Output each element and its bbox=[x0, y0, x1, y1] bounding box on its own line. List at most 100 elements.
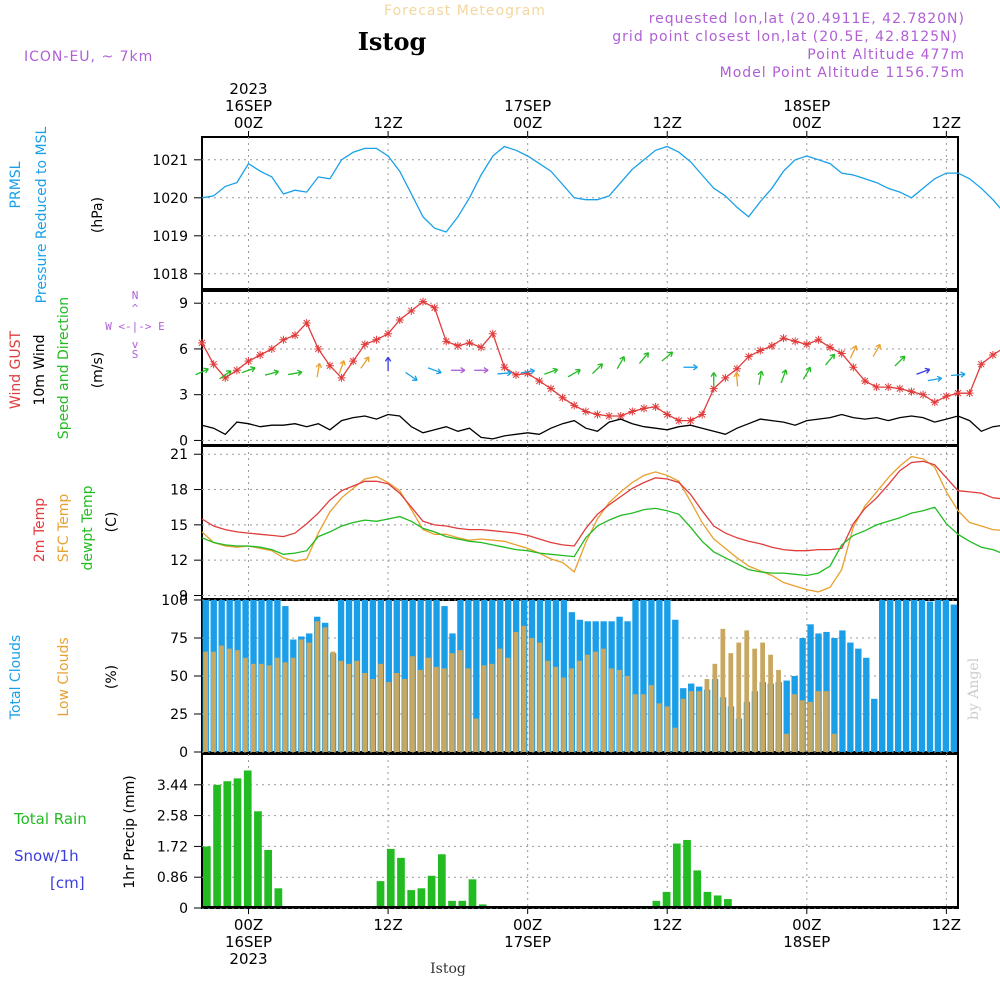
low-cloud-bar bbox=[505, 657, 511, 752]
low-cloud-bar bbox=[457, 650, 463, 752]
total-cloud-bar bbox=[640, 600, 647, 752]
wind-gust-marker bbox=[267, 344, 276, 353]
wind-gust-marker bbox=[744, 352, 753, 361]
wind-gust-marker bbox=[232, 366, 241, 375]
cloud-labels: Total Clouds Low Clouds (%) bbox=[8, 635, 120, 720]
rain-bar bbox=[468, 879, 477, 908]
rain-bar bbox=[652, 900, 661, 908]
temp-sfc-label: SFC Temp bbox=[56, 494, 72, 563]
temp-frame bbox=[201, 445, 959, 600]
wind-arrow-head bbox=[436, 368, 442, 375]
total-cloud-bar bbox=[942, 600, 950, 752]
point-altitude: Point Altitude 477m bbox=[807, 47, 965, 63]
snow-label: Snow/1h bbox=[14, 847, 79, 865]
bottom-time-label: 12Z bbox=[932, 916, 961, 934]
wind-gust-marker bbox=[395, 315, 404, 324]
wind-arrow-head bbox=[875, 343, 881, 350]
total-cloud-bar bbox=[831, 638, 838, 752]
wind-direction-arrow bbox=[638, 352, 649, 364]
wind-arrow-head bbox=[936, 375, 943, 383]
rain-bar bbox=[458, 900, 467, 908]
rain-bar bbox=[417, 888, 426, 908]
wind-gust-marker bbox=[942, 392, 951, 401]
wind-direction-arrow bbox=[195, 368, 209, 376]
wind-gust-marker bbox=[605, 412, 614, 421]
low-cloud-bar bbox=[632, 694, 638, 752]
wind-direction-arrow bbox=[825, 353, 836, 366]
low-cloud-bar bbox=[800, 700, 805, 752]
low-cloud-bar bbox=[664, 706, 670, 752]
low-cloud-bar bbox=[553, 666, 559, 752]
wind-gust-marker bbox=[826, 343, 835, 352]
wind-gust-marker bbox=[674, 416, 683, 425]
low-cloud-bar bbox=[808, 701, 813, 752]
total-cloud-bar bbox=[632, 600, 639, 752]
wind-arrow-head bbox=[203, 367, 209, 374]
temp-unit-label: (C) bbox=[104, 512, 120, 533]
wind-direction-arrow bbox=[849, 345, 857, 359]
total-cloud-bar bbox=[886, 600, 894, 752]
low-cloud-bar bbox=[736, 642, 742, 752]
wind-ytick-label: 3 bbox=[179, 388, 188, 404]
low-cloud-bar bbox=[831, 733, 837, 752]
rain-bar bbox=[713, 895, 722, 908]
low-cloud-bar bbox=[497, 648, 503, 752]
wind-direction-arrow bbox=[520, 369, 535, 374]
wind-gust-marker bbox=[907, 387, 916, 396]
wind-gust-marker bbox=[535, 376, 544, 385]
cloud-ytick-label: 50 bbox=[170, 669, 188, 685]
total-cloud-bar bbox=[664, 600, 671, 752]
low-cloud-bar bbox=[410, 656, 415, 752]
low-cloud-bar bbox=[235, 650, 240, 752]
total-cloud-bar bbox=[855, 648, 862, 752]
wind-speed-dir-label: Speed and Direction bbox=[56, 297, 72, 439]
total-cloud-bar bbox=[369, 600, 377, 752]
precip-ytick-label: 2.58 bbox=[157, 809, 188, 825]
wind-direction-arrow bbox=[916, 368, 930, 375]
low-cloud-bar bbox=[672, 727, 678, 752]
watermark: by Angel bbox=[966, 657, 982, 720]
wind-gust-marker bbox=[209, 360, 218, 369]
wind-gust-marker bbox=[837, 349, 846, 358]
wind-arrow-head bbox=[667, 351, 674, 358]
top-time-label: 18SEP bbox=[783, 97, 830, 115]
wind-gust-marker bbox=[523, 369, 532, 378]
wind-arrow-head bbox=[733, 372, 740, 378]
wind-gust-marker bbox=[279, 335, 288, 344]
total-cloud-bar bbox=[902, 600, 910, 752]
wind-direction-arrow bbox=[616, 356, 625, 370]
wind-direction-arrow bbox=[872, 344, 881, 357]
wind-arrow-head bbox=[315, 362, 323, 369]
low-cloud-bar bbox=[203, 651, 208, 752]
prmsl-label: PRMSL bbox=[8, 161, 24, 208]
bottom-time-label: 18SEP bbox=[783, 933, 830, 951]
wind-arrow-head bbox=[710, 372, 717, 378]
bottom-time-label: 17SEP bbox=[504, 933, 551, 951]
wind-arrow-head bbox=[273, 369, 280, 376]
cloud-unit-label: (%) bbox=[104, 665, 120, 689]
low-cloud-bar bbox=[609, 668, 614, 752]
dewpoint-line bbox=[201, 506, 1000, 577]
wind-arrow-head bbox=[384, 356, 392, 362]
bottom-time-label: 00Z bbox=[513, 916, 542, 934]
wind-direction-arrow bbox=[316, 363, 321, 378]
rain-bar bbox=[233, 778, 242, 908]
cloud-ytick-label: 75 bbox=[170, 631, 188, 647]
wind-gust-marker bbox=[977, 360, 986, 369]
low-cloud-bar bbox=[386, 682, 391, 752]
total-cloud-bar bbox=[672, 619, 679, 752]
wind-arrow-head bbox=[460, 367, 466, 374]
low-cloud-bar bbox=[346, 663, 352, 752]
total-cloud-bar bbox=[871, 698, 878, 752]
wind-direction-arrow bbox=[427, 367, 442, 374]
temperature-panel: 9 12 15 18 21 bbox=[170, 445, 1000, 604]
top-time-label: 12Z bbox=[653, 114, 682, 132]
rain-bar bbox=[703, 891, 712, 908]
wind-arrow-head bbox=[805, 366, 812, 373]
wind-direction-arrow bbox=[338, 360, 345, 375]
wind-gust-marker bbox=[221, 373, 230, 382]
wind-gust-marker bbox=[663, 410, 672, 419]
low-cloud-bar bbox=[529, 638, 535, 752]
wind-arrow-head bbox=[960, 371, 966, 378]
